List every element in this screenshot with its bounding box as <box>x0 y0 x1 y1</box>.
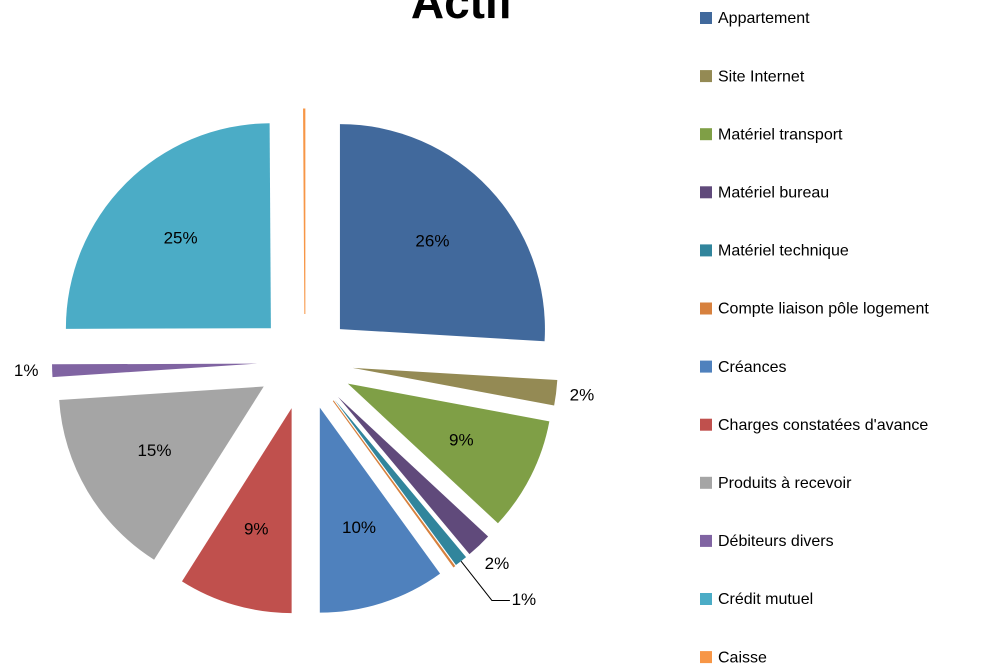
legend-swatch <box>700 476 712 489</box>
legend-label: Créances <box>718 359 786 376</box>
pie-slice <box>319 407 441 613</box>
pie-slice <box>332 400 456 568</box>
legend-label: Débiteurs divers <box>718 533 834 550</box>
pie-slice <box>352 367 558 406</box>
data-label: 1% <box>14 361 39 380</box>
data-label: 26% <box>415 231 449 250</box>
legend-swatch <box>700 534 712 547</box>
legend-swatch <box>700 186 712 199</box>
data-label: 2% <box>485 554 510 573</box>
pie-slice <box>347 383 550 524</box>
data-label: 15% <box>137 441 171 460</box>
legend-swatch <box>700 244 712 257</box>
data-label: 10% <box>342 518 376 537</box>
legend-swatch <box>700 302 712 315</box>
pie-slice <box>52 363 258 378</box>
pie-slice <box>59 386 264 560</box>
legend-swatch <box>700 651 712 664</box>
legend-label: Produits à recevoir <box>718 475 852 492</box>
data-label: 9% <box>244 520 269 539</box>
pie-slice <box>181 408 292 614</box>
data-label: 25% <box>164 228 198 247</box>
data-label: 2% <box>570 386 595 405</box>
legend-swatch <box>700 70 712 83</box>
legend-swatch <box>700 12 712 24</box>
legend-label: Matériel technique <box>718 243 849 260</box>
legend-label: Matériel bureau <box>718 185 829 202</box>
legend-swatch <box>700 128 712 141</box>
legend-label: Compte liaison pôle logement <box>718 301 929 318</box>
legend-swatch <box>700 360 712 373</box>
pie-slice <box>334 399 467 566</box>
pie-slice <box>65 123 271 329</box>
chart-title: Actif <box>411 0 514 28</box>
legend-label: Matériel transport <box>718 126 843 143</box>
pie-slice <box>303 108 306 315</box>
legend-label: Caisse <box>718 649 767 666</box>
legend-label: Appartement <box>718 10 810 27</box>
pie-slice <box>338 396 489 555</box>
pie-slice <box>339 124 545 342</box>
legend-swatch <box>700 593 712 605</box>
data-label: 9% <box>449 430 474 449</box>
legend-swatch <box>700 418 712 431</box>
legend-label: Site Internet <box>718 68 805 85</box>
data-label: 1% <box>512 590 537 609</box>
leader-line <box>460 560 510 601</box>
legend-label: Crédit mutuel <box>718 591 813 608</box>
legend-label: Charges constatées d'avance <box>718 417 928 434</box>
